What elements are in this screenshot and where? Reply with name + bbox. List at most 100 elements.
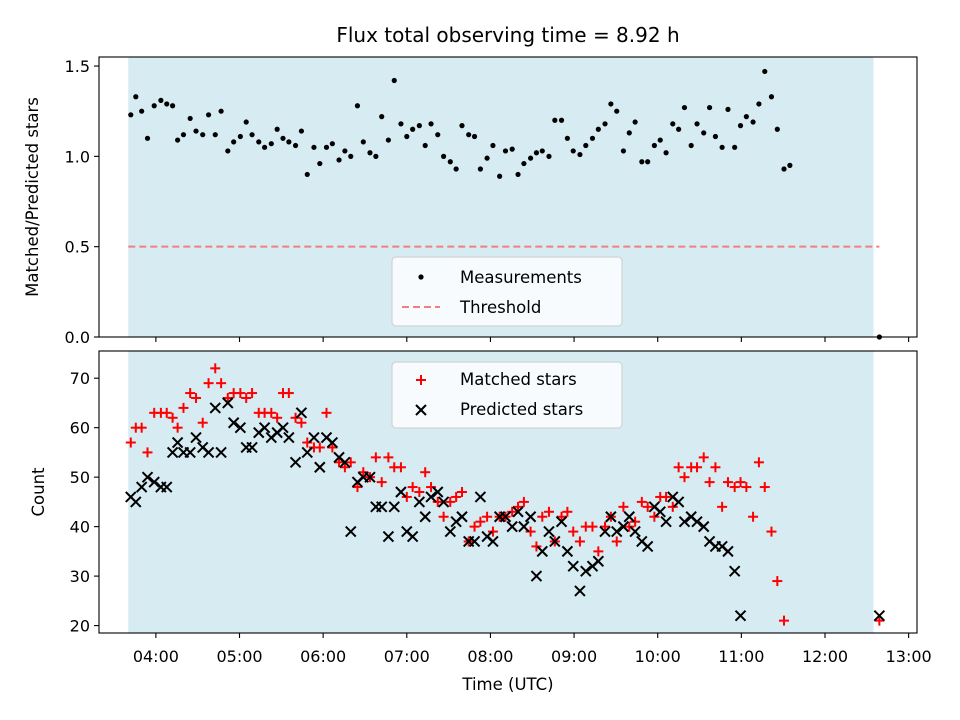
measurement-point <box>774 126 780 132</box>
x-tick-label: 10:00 <box>635 647 681 666</box>
matched-star-point <box>636 496 647 507</box>
predicted-star-point <box>289 456 302 469</box>
measurement-point <box>737 123 744 129</box>
matched-star-point <box>272 412 283 423</box>
measurement-point <box>385 137 391 143</box>
measurement-point <box>546 153 552 159</box>
predicted-star-point <box>599 525 611 538</box>
matched-star-point <box>537 511 548 522</box>
predicted-star-point <box>375 501 388 513</box>
measurement-point <box>564 135 570 141</box>
bottom-y-tick-label: 30 <box>70 567 90 586</box>
matched-star-point <box>543 506 554 517</box>
predicted-star-point <box>425 491 437 503</box>
matched-star-point <box>624 521 635 532</box>
measurement-point <box>595 126 601 132</box>
matched-star-point <box>125 437 136 448</box>
predicted-star-point <box>456 511 468 523</box>
predicted-star-point <box>623 511 635 523</box>
matched-star-point <box>142 447 153 458</box>
predicted-star-point <box>395 486 407 498</box>
predicted-star-point <box>345 525 357 538</box>
predicted-star-point <box>512 506 524 518</box>
matched-star-point <box>748 511 759 522</box>
matched-star-point <box>451 491 462 502</box>
top-legend-box <box>391 256 623 327</box>
measurement-point <box>237 133 243 140</box>
bottom-plot-frame <box>98 350 918 634</box>
predicted-star-point <box>734 609 747 622</box>
matched-star-point <box>358 467 369 478</box>
measurement-point <box>781 166 787 172</box>
matched-star-point <box>556 511 567 522</box>
matched-star-point <box>203 378 214 389</box>
measurement-point <box>527 155 534 161</box>
matched-star-point <box>722 477 733 488</box>
measurement-point <box>304 171 310 178</box>
measurement-point <box>657 137 663 143</box>
predicted-star-point <box>283 431 295 444</box>
measurement-point <box>367 150 373 156</box>
measurement-point <box>614 108 620 114</box>
matched-star-point <box>414 487 425 497</box>
measurement-point <box>725 106 731 112</box>
matched-star-point <box>518 496 529 507</box>
measurement-point <box>268 141 274 147</box>
predicted-star-point <box>468 535 481 548</box>
measurement-point <box>243 119 249 125</box>
matched-star-point <box>210 363 221 374</box>
measurement-point <box>509 146 515 152</box>
measurement-point <box>323 144 330 150</box>
x-tick-label: 13:00 <box>886 647 932 666</box>
predicted-star-point <box>215 446 227 459</box>
predicted-star-point <box>641 540 654 553</box>
matched-star-point <box>679 472 690 483</box>
matched-star-point <box>321 407 332 418</box>
predicted-star-point <box>301 446 313 459</box>
measurement-point <box>329 141 335 147</box>
measurement-point <box>180 132 187 138</box>
top-y-tick-label: 1.5 <box>65 57 90 76</box>
matched-star-point <box>618 501 629 512</box>
predicted-star-point <box>873 609 886 622</box>
bottom-y-tick-label: 70 <box>70 369 90 388</box>
predicted-star-point <box>555 515 568 528</box>
measurement-point <box>570 148 576 154</box>
matched-star-point <box>513 501 524 512</box>
predicted-star-point <box>222 397 234 409</box>
matched-star-point <box>600 521 611 532</box>
matched-star-point <box>172 422 183 433</box>
predicted-star-point <box>543 525 555 538</box>
matched-star-point <box>345 457 356 468</box>
matched-star-point <box>370 452 381 463</box>
top-y-axis-label: Matched/Predicted stars <box>23 97 42 297</box>
x-tick-label: 06:00 <box>300 647 346 666</box>
matched-star-point <box>673 462 684 473</box>
measurement-point <box>787 162 793 168</box>
measurement-point <box>286 139 292 145</box>
matched-star-point <box>531 541 542 552</box>
measurement-point <box>447 159 453 165</box>
measurement-point <box>256 139 262 145</box>
measurement-point <box>681 104 688 111</box>
matched-star-point <box>710 462 721 473</box>
matched-star-point <box>779 615 790 626</box>
top-axes: 0.0 0.5 1.0 1.5 Matched/Predicted stars <box>23 56 918 347</box>
measurement-point <box>694 121 700 127</box>
measurement-point <box>620 148 627 154</box>
measurement-point <box>342 148 348 154</box>
measurement-point <box>762 68 768 75</box>
measurement-point <box>348 153 354 159</box>
matched-star-point <box>191 393 202 403</box>
measurement-point <box>583 142 589 149</box>
predicted-star-point <box>314 461 326 473</box>
measurement-point <box>676 126 682 132</box>
matched-star-point <box>420 467 431 478</box>
matched-star-point <box>395 462 406 473</box>
matched-star-point <box>247 388 258 399</box>
predicted-star-point <box>234 421 247 434</box>
top-y-tick-label: 1.0 <box>65 147 90 166</box>
matched-star-point <box>290 412 301 423</box>
matched-star-point <box>302 437 313 448</box>
predicted-star-point <box>161 481 173 493</box>
